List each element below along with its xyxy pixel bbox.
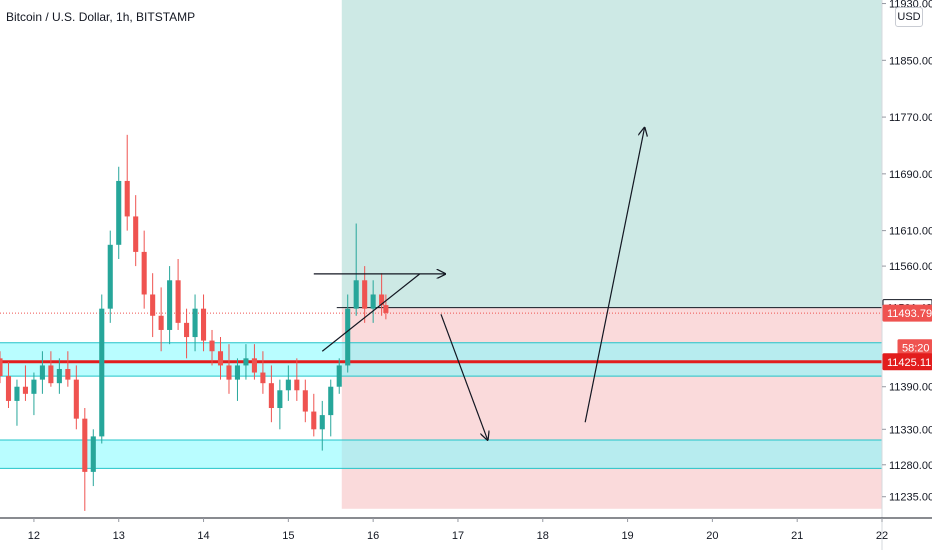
candle-body xyxy=(150,294,156,316)
y-tick-label: 11390.00 xyxy=(889,382,932,394)
candle-body xyxy=(192,308,198,338)
stop-zone xyxy=(341,307,882,509)
candle-body xyxy=(158,315,164,330)
candle-body xyxy=(90,436,96,472)
candle-body xyxy=(362,280,368,309)
candle-body xyxy=(336,365,342,387)
x-tick-label: 15 xyxy=(282,530,294,542)
chart-title: Bitcoin / U.S. Dollar, 1h, BITSTAMP xyxy=(6,10,196,24)
candle-body xyxy=(167,280,173,330)
candle-body xyxy=(14,386,20,401)
candle-body xyxy=(302,390,308,412)
candle-body xyxy=(353,280,359,309)
x-tick-label: 16 xyxy=(367,530,379,542)
candle-body xyxy=(56,368,62,384)
candle-body xyxy=(200,308,207,341)
annotations xyxy=(313,128,645,440)
candle-body xyxy=(141,251,147,295)
candle-body xyxy=(243,358,249,366)
y-tick-label: 11770.00 xyxy=(889,112,932,124)
candle-body xyxy=(99,308,105,437)
candle-body xyxy=(277,390,283,409)
y-tick-label: 11850.00 xyxy=(889,55,932,67)
x-tick-label: 14 xyxy=(197,530,209,542)
candle-body xyxy=(116,180,122,245)
candle-body xyxy=(65,368,71,380)
candle-body xyxy=(31,379,37,394)
annotation-arrow-2 xyxy=(440,314,488,440)
price-label-text-countdown: 58:20 xyxy=(902,343,930,355)
candle-body xyxy=(370,294,376,309)
position-zones xyxy=(0,0,882,509)
candle-body xyxy=(311,411,317,430)
y-tick-label: 11610.00 xyxy=(889,226,932,238)
price-label-text-last: 11493.79 xyxy=(887,308,932,320)
candle-body xyxy=(124,180,130,217)
candle-body xyxy=(383,305,389,313)
currency-button[interactable]: USD xyxy=(895,7,923,27)
candle-body xyxy=(251,358,257,373)
candle-body xyxy=(319,415,325,430)
candle-body xyxy=(294,379,300,391)
x-tick-label: 17 xyxy=(452,530,464,542)
candle-body xyxy=(184,322,190,338)
candle-body xyxy=(39,365,45,380)
price-label-key-level xyxy=(882,353,932,371)
y-tick-label: 11280.00 xyxy=(889,460,932,472)
x-tick-label: 18 xyxy=(537,530,549,542)
candle-body xyxy=(285,379,291,391)
x-tick-label: 13 xyxy=(113,530,125,542)
candle-body xyxy=(217,351,224,366)
price-axis-bg xyxy=(882,0,932,550)
candle-body xyxy=(73,379,79,419)
candle-body xyxy=(345,308,351,366)
candle-body xyxy=(133,216,139,252)
y-tick-label: 11330.00 xyxy=(889,424,932,436)
y-tick-label: 11930.00 xyxy=(889,0,932,11)
candles xyxy=(0,134,389,511)
support-band-0 xyxy=(0,342,882,377)
price-label-last xyxy=(882,304,932,322)
candle-body xyxy=(234,365,241,380)
x-tick-label: 21 xyxy=(791,530,803,542)
candle-body xyxy=(260,372,266,384)
candle-body xyxy=(328,386,334,416)
x-tick-label: 20 xyxy=(706,530,718,542)
y-tick-label: 11560.00 xyxy=(889,261,932,273)
candle-body xyxy=(175,280,181,323)
annotation-line-1 xyxy=(321,273,421,352)
support-band-1 xyxy=(0,439,882,469)
y-tick-label: 11690.00 xyxy=(889,169,932,181)
annotation-arrow-3 xyxy=(584,128,644,423)
candle-body xyxy=(5,376,12,401)
price-label-text-key-level: 11425.11 xyxy=(887,357,931,369)
candle-body xyxy=(379,294,385,306)
target-zone xyxy=(341,0,882,308)
candle-body xyxy=(226,365,232,380)
candle-body xyxy=(268,383,274,409)
candle-body xyxy=(107,244,113,309)
candle-body xyxy=(48,365,54,384)
x-tick-label: 19 xyxy=(621,530,633,542)
x-tick-label: 22 xyxy=(876,530,888,542)
candle-body xyxy=(82,418,88,472)
x-tick-label: 12 xyxy=(28,530,40,542)
candle-body xyxy=(22,386,28,394)
y-tick-label: 11235.00 xyxy=(889,492,932,504)
candle-body xyxy=(209,340,215,352)
candle-body xyxy=(0,358,3,377)
